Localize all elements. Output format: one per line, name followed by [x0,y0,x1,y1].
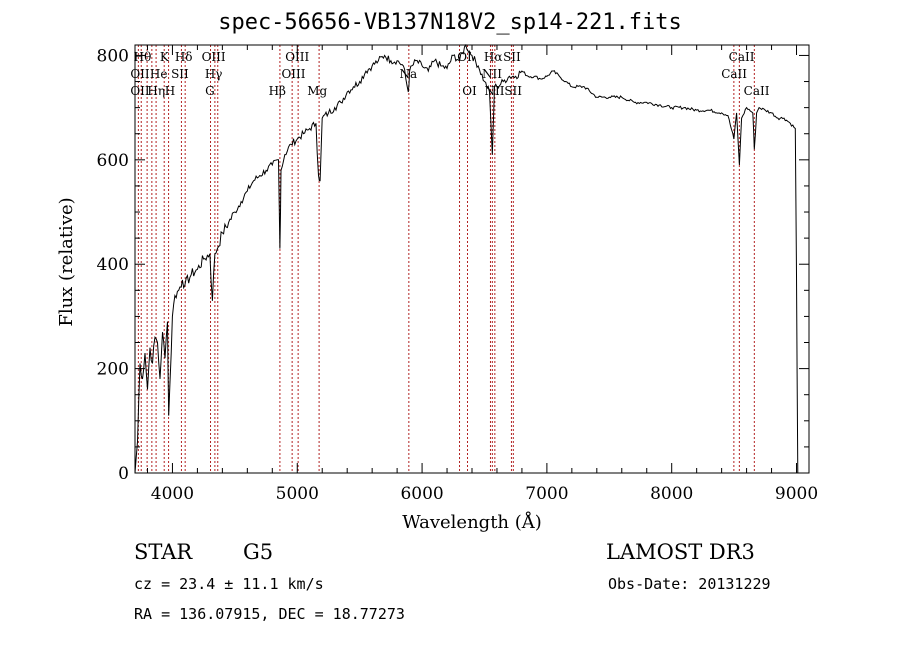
y-tick-label: 200 [97,360,129,380]
line-label: SII [171,67,189,81]
line-label: SII [504,84,522,98]
line-label: OII [130,84,150,98]
y-tick-label: 0 [118,464,129,484]
object-subclass: G5 [243,540,274,564]
redshift-text: cz = 23.4 ± 11.1 km/s [134,575,324,593]
line-label: Hθ [134,50,152,64]
y-tick-label: 400 [97,255,129,275]
chart-title: spec-56656-VB137N18V2_sp14-221.fits [218,10,682,35]
line-label: OIII [281,67,305,81]
line-label: CaII [729,50,755,64]
line-label: Na [400,67,418,81]
line-label: OII [130,67,150,81]
line-label: K [160,50,170,64]
line-label: Hγ [205,67,223,81]
line-label: OI [457,50,472,64]
emission-line-markers [137,45,755,473]
y-axis-label: Flux (relative) [56,197,77,326]
line-label: He [150,67,168,81]
line-label: Mg [307,84,327,98]
line-label: NII [484,84,504,98]
object-class: STAR [134,540,193,564]
y-tick-label: 800 [97,46,129,66]
line-label: Hβ [269,84,286,98]
x-tick-label: 8000 [650,484,693,504]
x-axis-label: Wavelength (Å) [402,511,542,533]
line-label: OI [462,84,477,98]
line-label: Hδ [175,50,193,64]
plot-frame [134,44,810,474]
x-tick-label: 6000 [400,484,443,504]
line-label: NII [482,67,502,81]
axis-tick-labels: 4000 5000 6000 7000 8000 9000 0 200 400 600 800 [97,46,819,504]
axis-ticks [135,45,809,474]
line-label: H [165,84,175,98]
x-tick-label: 7000 [525,484,568,504]
y-tick-label: 600 [97,151,129,171]
obs-date: Obs-Date: 20131229 [608,575,771,593]
line-label: Hη [147,84,165,98]
line-label: OIII [285,50,309,64]
line-label: SII [503,50,521,64]
x-tick-label: 9000 [775,484,818,504]
line-label: CaII [744,84,770,98]
line-label: CaII [721,67,747,81]
line-label: G [205,84,215,98]
line-label: Hα [484,50,503,64]
x-tick-label: 4000 [151,484,194,504]
survey-name: LAMOST DR3 [606,540,755,564]
line-label: OIII [202,50,226,64]
x-tick-label: 5000 [276,484,319,504]
spectrum-line [134,43,799,474]
coordinates: RA = 136.07915, DEC = 18.77273 [134,605,405,623]
